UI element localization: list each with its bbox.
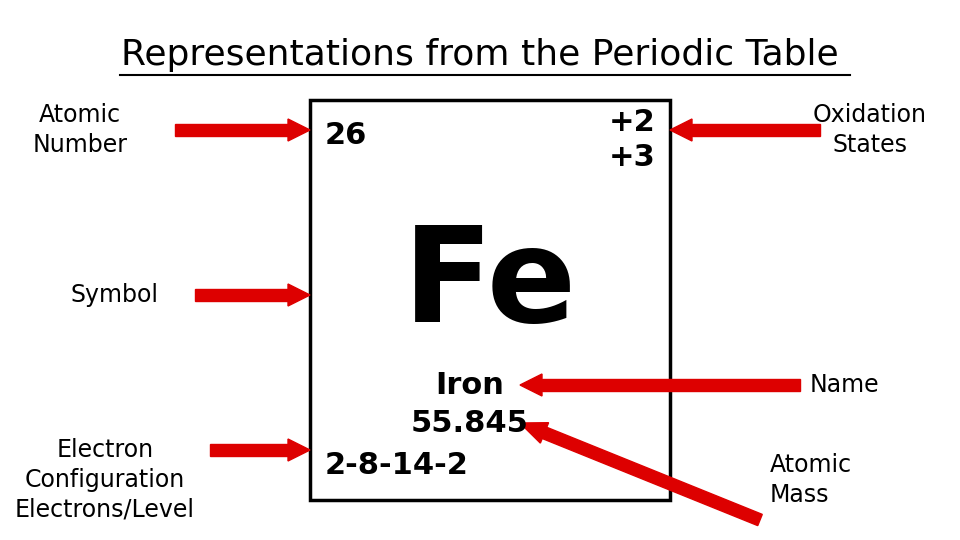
Polygon shape — [288, 284, 310, 306]
Polygon shape — [288, 439, 310, 461]
Text: 2-8-14-2: 2-8-14-2 — [325, 450, 468, 480]
Text: Iron: Iron — [436, 370, 504, 400]
Text: Atomic
Number: Atomic Number — [33, 103, 128, 157]
Text: Fe: Fe — [403, 221, 577, 348]
Polygon shape — [520, 374, 542, 396]
Bar — [310, 100, 670, 500]
Polygon shape — [288, 119, 310, 141]
Polygon shape — [670, 119, 692, 141]
Polygon shape — [542, 427, 762, 525]
Text: Symbol: Symbol — [71, 283, 159, 307]
Text: 55.845: 55.845 — [411, 408, 529, 437]
Bar — [195, 289, 288, 301]
Bar — [210, 444, 288, 456]
Text: 26: 26 — [325, 120, 368, 150]
Bar — [542, 379, 800, 391]
Text: Atomic
Mass: Atomic Mass — [770, 453, 852, 507]
Bar — [175, 124, 288, 136]
Text: Representations from the Periodic Table: Representations from the Periodic Table — [121, 38, 839, 72]
Text: Electron
Configuration
Electrons/Level: Electron Configuration Electrons/Level — [15, 438, 195, 522]
Bar — [692, 124, 820, 136]
Text: +2
+3: +2 +3 — [609, 107, 655, 172]
Text: Oxidation
States: Oxidation States — [813, 103, 927, 157]
Polygon shape — [520, 423, 548, 443]
Text: Name: Name — [810, 373, 879, 397]
